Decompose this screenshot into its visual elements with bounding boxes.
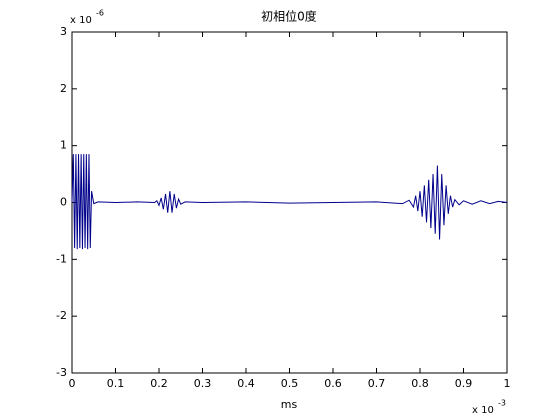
x-multiplier-exponent: -3 xyxy=(498,399,506,408)
x-tick-label: 0.3 xyxy=(194,377,212,390)
y-tick-label: 3 xyxy=(60,25,67,38)
signal-line xyxy=(71,154,508,250)
x-multiplier: x 10 xyxy=(472,405,494,416)
y-tick-label: -1 xyxy=(56,252,67,265)
x-tick-label: 0.7 xyxy=(368,377,386,390)
x-tick-label: 0.6 xyxy=(324,377,342,390)
x-axis-label: ms xyxy=(281,398,298,411)
x-tick-label: 0.8 xyxy=(411,377,429,390)
x-tick-label: 0.4 xyxy=(237,377,255,390)
y-multiplier: x 10 xyxy=(70,15,92,26)
y-tick-label: -3 xyxy=(56,366,67,379)
y-tick-label: 2 xyxy=(60,82,67,95)
y-tick-label: -2 xyxy=(56,309,67,322)
x-tick-label: 0 xyxy=(69,377,76,390)
chart-title: 初相位0度 xyxy=(261,9,317,24)
x-tick-label: 0.2 xyxy=(150,377,168,390)
x-tick-label: 0.5 xyxy=(281,377,299,390)
y-multiplier-exponent: -6 xyxy=(96,9,104,18)
y-tick-label: 0 xyxy=(60,196,67,209)
x-tick-label: 0.9 xyxy=(455,377,473,390)
plot-area xyxy=(71,31,508,374)
x-tick-label: 1 xyxy=(504,377,511,390)
x-tick-label: 0.1 xyxy=(107,377,125,390)
y-tick-label: 1 xyxy=(60,139,67,152)
